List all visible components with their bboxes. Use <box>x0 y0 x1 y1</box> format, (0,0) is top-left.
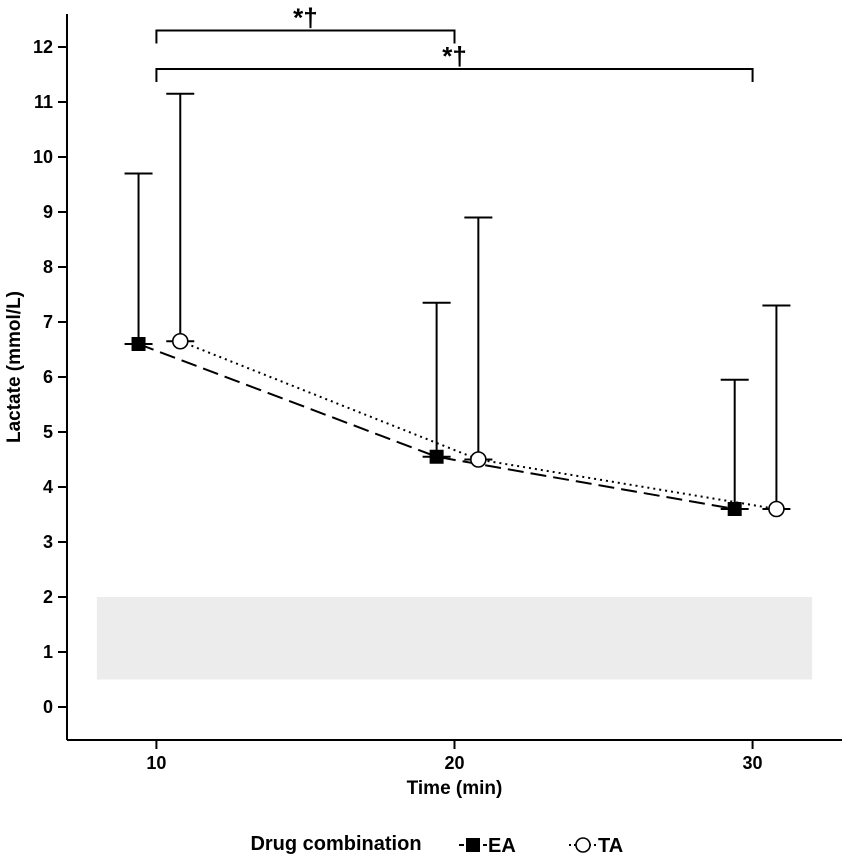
point-TA-10 <box>171 332 189 350</box>
series-TA <box>166 92 791 518</box>
x-axis-title: Time (min) <box>407 778 503 799</box>
point-TA-20 <box>470 451 487 468</box>
legend-items: EA TA <box>459 835 623 857</box>
point-EA-20 <box>429 449 444 464</box>
x-ticks: 10 20 30 <box>146 740 763 773</box>
legend-title: Drug combination <box>250 833 421 855</box>
significance-bracket-2: *† <box>155 41 754 82</box>
series-line-EA <box>138 343 735 510</box>
y-tick-label-1: 1 <box>43 642 53 662</box>
y-tick-label-12: 12 <box>33 37 53 57</box>
legend-label-EA: EA <box>488 835 516 857</box>
x-tick-label-30: 30 <box>743 753 763 773</box>
y-tick-label-2: 2 <box>43 587 53 607</box>
y-tick-label-6: 6 <box>43 367 53 387</box>
y-tick-label-5: 5 <box>43 422 53 442</box>
y-tick-label-7: 7 <box>43 312 53 332</box>
y-axis-title: Lactate (mmol/L) <box>4 291 25 443</box>
y-tick-label-4: 4 <box>43 477 53 497</box>
bracket-label-1: *† <box>293 3 318 33</box>
point-TA-30 <box>768 500 785 518</box>
point-EA-30 <box>727 502 742 516</box>
bracket-line-2 <box>155 68 754 82</box>
reference-band <box>96 597 813 680</box>
legend-marker-EA <box>466 838 480 852</box>
bracket-label-2: *† <box>442 41 467 71</box>
legend-marker-TA <box>575 837 591 853</box>
series-EA <box>124 172 749 516</box>
y-tick-label-0: 0 <box>43 697 53 717</box>
bracket-line-1 <box>155 29 456 44</box>
x-tick-label-20: 20 <box>444 753 464 773</box>
series-line-TA <box>179 340 777 510</box>
legend-item-TA: TA <box>569 835 623 857</box>
legend-item-EA: EA <box>459 835 516 857</box>
y-tick-label-3: 3 <box>43 532 53 552</box>
legend: Drug combination EA TA <box>250 833 623 857</box>
y-tick-label-9: 9 <box>43 202 53 222</box>
legend-label-TA: TA <box>598 835 623 857</box>
y-tick-label-10: 10 <box>33 147 53 167</box>
point-EA-10 <box>131 337 146 351</box>
y-tick-label-8: 8 <box>43 257 53 277</box>
x-tick-label-10: 10 <box>146 753 166 773</box>
series-layer <box>124 92 791 518</box>
significance-annotations: *† *† <box>155 3 754 82</box>
y-tick-label-11: 11 <box>34 92 53 112</box>
significance-bracket-1: *† <box>155 3 456 44</box>
